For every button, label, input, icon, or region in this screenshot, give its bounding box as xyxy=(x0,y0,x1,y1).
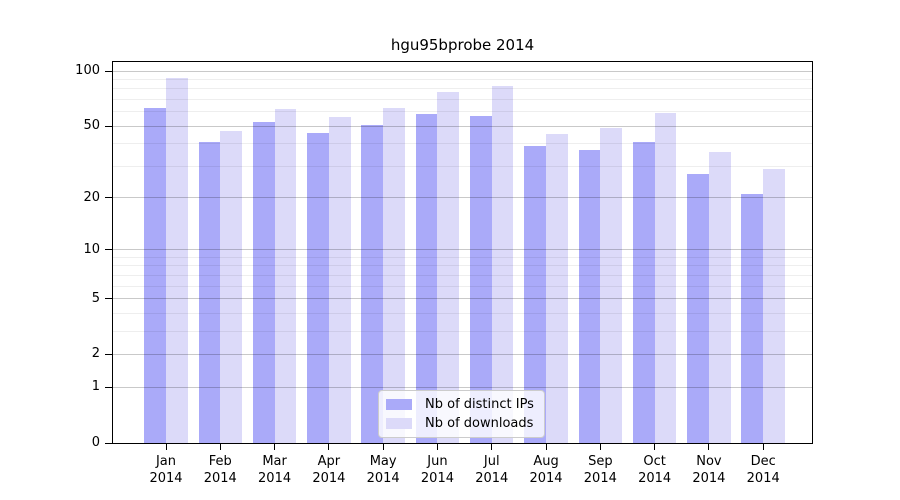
gridline-major-10 xyxy=(113,249,812,251)
bar-distinct-ips-oct-2014 xyxy=(632,141,655,443)
y-tick-label-0: 0 xyxy=(91,435,100,450)
x-tick-jul-2014 xyxy=(491,444,493,450)
y-tick-label-10: 10 xyxy=(83,241,100,257)
bar-downloads-dec-2014 xyxy=(763,168,785,443)
y-tick-label-50: 50 xyxy=(83,118,100,134)
y-tick-2 xyxy=(105,353,112,355)
y-tick-label-20: 20 xyxy=(83,189,100,205)
x-tick-dec-2014 xyxy=(762,444,764,450)
legend: Nb of distinct IPs Nb of downloads xyxy=(378,390,545,438)
bar-distinct-ips-jun-2014 xyxy=(415,114,438,443)
gridline-minor-4 xyxy=(113,312,812,314)
gridline-minor-40 xyxy=(113,143,812,145)
gridline-minor-80 xyxy=(113,88,812,90)
x-tick-jun-2014 xyxy=(436,444,438,450)
bar-distinct-ips-dec-2014 xyxy=(741,193,764,443)
y-tick-label-100: 100 xyxy=(75,63,100,79)
x-tick-sep-2014 xyxy=(599,444,601,450)
x-tick-mar-2014 xyxy=(274,444,276,450)
legend-item-distinct-ips: Nb of distinct IPs xyxy=(386,397,535,412)
gridline-minor-6 xyxy=(113,285,812,287)
bar-distinct-ips-mar-2014 xyxy=(252,121,275,443)
y-tick-label-1: 1 xyxy=(91,379,100,395)
x-tick-label-mar-2014: Mar 2014 xyxy=(258,454,292,486)
bar-downloads-jul-2014 xyxy=(491,85,514,443)
x-tick-feb-2014 xyxy=(219,444,221,450)
gridline-minor-8 xyxy=(113,265,812,267)
bar-distinct-ips-feb-2014 xyxy=(198,141,221,443)
bar-distinct-ips-apr-2014 xyxy=(307,132,329,443)
gridline-minor-60 xyxy=(113,111,812,113)
y-tick-50 xyxy=(105,125,112,127)
gridline-major-20 xyxy=(113,197,812,199)
y-tick-10 xyxy=(105,249,112,251)
legend-swatch-downloads-icon xyxy=(386,418,412,429)
x-tick-label-may-2014: May 2014 xyxy=(366,454,400,486)
gridline-minor-7 xyxy=(113,274,812,276)
y-tick-100 xyxy=(105,70,112,72)
legend-label-distinct-ips: Nb of distinct IPs xyxy=(425,397,534,412)
x-tick-aug-2014 xyxy=(545,444,547,450)
legend-label-downloads: Nb of downloads xyxy=(425,416,534,431)
y-tick-0 xyxy=(105,442,112,444)
x-tick-label-sep-2014: Sep 2014 xyxy=(583,454,617,486)
x-tick-jan-2014 xyxy=(165,444,167,450)
chart-title: hgu95bprobe 2014 xyxy=(390,36,535,54)
gridline-minor-90 xyxy=(113,78,812,80)
x-tick-apr-2014 xyxy=(328,444,330,450)
x-tick-label-feb-2014: Feb 2014 xyxy=(203,454,237,486)
x-tick-label-jul-2014: Jul 2014 xyxy=(475,454,509,486)
bar-distinct-ips-sep-2014 xyxy=(578,149,601,443)
gridline-major-50 xyxy=(113,125,812,127)
gridline-major-100 xyxy=(113,70,812,72)
bar-downloads-nov-2014 xyxy=(708,151,731,443)
x-tick-oct-2014 xyxy=(654,444,656,450)
bar-downloads-jun-2014 xyxy=(437,91,460,443)
bar-distinct-ips-jul-2014 xyxy=(470,115,492,443)
gridline-minor-30 xyxy=(113,165,812,167)
x-tick-label-jan-2014: Jan 2014 xyxy=(149,454,183,486)
x-tick-label-aug-2014: Aug 2014 xyxy=(529,454,563,486)
bar-downloads-jan-2014 xyxy=(166,77,188,443)
gridline-major-1 xyxy=(113,386,812,388)
x-tick-nov-2014 xyxy=(708,444,710,450)
bar-downloads-sep-2014 xyxy=(600,127,623,443)
gridline-minor-3 xyxy=(113,330,812,332)
bar-downloads-may-2014 xyxy=(383,107,405,443)
y-tick-5 xyxy=(105,298,112,300)
x-tick-label-oct-2014: Oct 2014 xyxy=(638,454,672,486)
y-tick-label-5: 5 xyxy=(91,290,100,306)
gridline-major-5 xyxy=(113,298,812,300)
x-tick-label-apr-2014: Apr 2014 xyxy=(312,454,346,486)
bar-downloads-oct-2014 xyxy=(654,113,677,443)
bar-downloads-mar-2014 xyxy=(274,109,297,443)
gridline-minor-9 xyxy=(113,256,812,258)
bar-downloads-apr-2014 xyxy=(328,117,351,443)
y-tick-20 xyxy=(105,197,112,199)
gridline-major-2 xyxy=(113,353,812,355)
plot-area: 100 50 20 10 5 2 1 0 Jan 2014 Feb 2014 Mar 2014 Apr… xyxy=(75,61,813,486)
x-tick-may-2014 xyxy=(382,444,384,450)
x-tick-label-jun-2014: Jun 2014 xyxy=(420,454,454,486)
legend-item-downloads: Nb of downloads xyxy=(386,416,535,431)
y-tick-1 xyxy=(105,386,112,388)
y-tick-label-2: 2 xyxy=(91,346,100,362)
bar-downloads-feb-2014 xyxy=(220,131,242,443)
bar-downloads-aug-2014 xyxy=(546,134,568,443)
bar-distinct-ips-jan-2014 xyxy=(144,107,166,443)
x-tick-label-nov-2014: Nov 2014 xyxy=(692,454,726,486)
bar-distinct-ips-may-2014 xyxy=(361,124,384,443)
bar-distinct-ips-aug-2014 xyxy=(524,145,547,443)
legend-swatch-distinct-ips-icon xyxy=(386,399,412,410)
bar-distinct-ips-nov-2014 xyxy=(687,174,709,443)
gridline-minor-70 xyxy=(113,98,812,100)
x-tick-label-dec-2014: Dec 2014 xyxy=(746,454,780,486)
